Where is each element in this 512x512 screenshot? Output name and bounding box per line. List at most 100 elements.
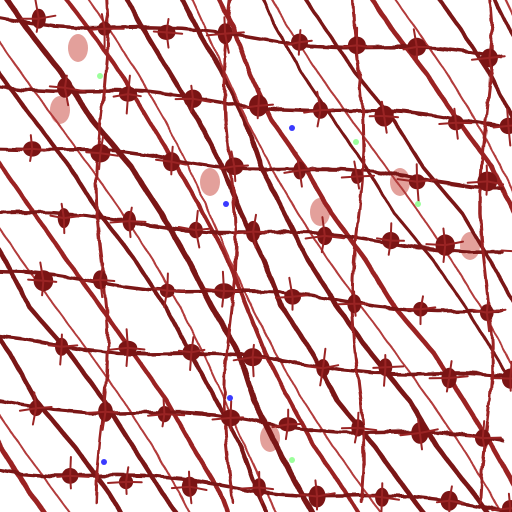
knot-spike [162, 393, 166, 416]
knot-spike [442, 244, 447, 263]
knot-spike [69, 456, 72, 477]
knot-spike [481, 436, 502, 440]
knot-spike [85, 410, 107, 414]
knot-spike [188, 485, 208, 491]
knot-spike [316, 109, 322, 128]
knot-spike [342, 44, 358, 48]
knot-spike [419, 306, 437, 311]
knot-spike [219, 165, 236, 170]
vein-knot [239, 470, 275, 504]
vein-knot [305, 347, 340, 387]
knot-spike [284, 41, 301, 46]
vein-knot [438, 107, 473, 140]
colored-speck [353, 139, 359, 145]
knot-spike [221, 290, 225, 308]
knot-spike [488, 56, 493, 72]
knot-spike [384, 365, 405, 369]
vein-knot [89, 13, 125, 49]
diagonal-vein [124, 0, 426, 512]
knot-spike [507, 124, 512, 127]
vein-knot [365, 482, 400, 512]
knot-spike [153, 287, 169, 292]
knot-spike [170, 485, 191, 490]
knot-spike [454, 121, 459, 140]
knot-spike [147, 413, 166, 417]
diagonal-vein-secondary [0, 40, 278, 512]
vein-knot [271, 408, 303, 441]
knot-spike [256, 104, 260, 120]
vein-knot [372, 354, 405, 387]
knot-spike [62, 214, 85, 220]
diagonal-vein [0, 159, 230, 512]
knot-spike [16, 147, 34, 151]
blush-spot [200, 168, 220, 196]
knot-spike [252, 213, 257, 233]
vein-knot [470, 37, 506, 72]
knot-spike [356, 174, 376, 178]
knot-spike [298, 168, 316, 172]
knot-spike [365, 494, 383, 499]
vein-knot [27, 261, 58, 297]
knot-spike [481, 420, 486, 440]
knot-spike [29, 134, 34, 150]
vein-knot [425, 227, 464, 263]
knot-spike [170, 145, 174, 163]
knot-spike [194, 227, 211, 232]
knot-spike [125, 466, 130, 483]
knot-spike [251, 356, 255, 378]
diagonal-vein [262, 0, 512, 386]
knot-spike [416, 178, 438, 183]
knot-spike [177, 226, 197, 232]
vein-knot [85, 393, 119, 431]
vein-knot [466, 164, 505, 196]
knot-spike [63, 74, 68, 89]
blush-spot [68, 34, 88, 62]
knot-spike [251, 343, 255, 359]
vein-knot [492, 108, 512, 147]
knot-spike [508, 507, 512, 512]
colored-speck [289, 457, 295, 463]
vein-knot [85, 135, 119, 171]
vein-knot [108, 328, 146, 367]
vein-knot [428, 360, 469, 393]
knot-spike [27, 278, 45, 282]
vein-knot [402, 28, 431, 65]
knot-spike [165, 31, 184, 35]
knot-spike [381, 496, 400, 501]
knot-spike [442, 227, 447, 247]
knot-spike [298, 493, 319, 498]
knot-spike [125, 328, 129, 349]
knot-spike [322, 364, 340, 370]
knot-spike [35, 17, 40, 33]
vein-knot [283, 151, 316, 188]
knot-spike [165, 31, 170, 49]
knot-spike [493, 377, 512, 380]
knot-spike [127, 74, 131, 96]
vein-knot [491, 492, 512, 512]
vein-knot [472, 298, 507, 333]
knot-spike [190, 97, 194, 113]
knot-spike [69, 474, 90, 478]
knot-spike [224, 31, 245, 35]
vein-knot [303, 90, 334, 128]
knot-spike [229, 400, 233, 419]
vein-knot [340, 411, 378, 444]
knot-spike [18, 407, 37, 412]
knot-spike [288, 276, 294, 298]
knot-spike [356, 411, 360, 429]
knot-spike [190, 348, 206, 354]
blush-spots [50, 34, 480, 452]
knot-spike [127, 93, 142, 98]
diagonal-vein [64, 0, 361, 512]
knot-spike [189, 351, 193, 371]
knot-spike [125, 346, 129, 367]
knot-spike [417, 418, 421, 434]
knot-spike [211, 416, 232, 421]
knot-spike [107, 480, 127, 484]
knot-spike [257, 103, 274, 107]
colored-speck [97, 73, 103, 79]
knot-spike [170, 160, 188, 166]
knot-spike [444, 240, 464, 247]
knot-spike [412, 28, 418, 48]
